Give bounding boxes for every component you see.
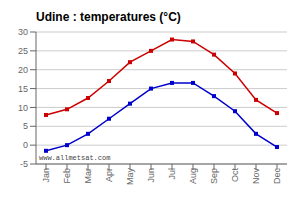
svg-text:30: 30 xyxy=(18,27,28,37)
html-text:Udine : temperatures (°C): Udine : temperatures (°C) xyxy=(36,10,181,24)
svg-text:-5: -5 xyxy=(20,159,28,169)
svg-text:25: 25 xyxy=(18,46,28,56)
svg-text:Jul: Jul xyxy=(167,168,177,180)
svg-text:0: 0 xyxy=(23,140,28,150)
svg-text:Mar: Mar xyxy=(83,168,93,184)
svg-text:Feb: Feb xyxy=(62,168,72,184)
svg-text:Apr: Apr xyxy=(104,168,114,182)
svg-text:5: 5 xyxy=(23,121,28,131)
svg-text:Aug: Aug xyxy=(188,168,198,184)
svg-text:10: 10 xyxy=(18,103,28,113)
svg-text:Oct: Oct xyxy=(230,168,240,183)
svg-text:Jan: Jan xyxy=(41,168,51,183)
svg-text:Nov: Nov xyxy=(251,168,261,185)
svg-text:May: May xyxy=(125,168,135,186)
svg-text:Sep: Sep xyxy=(209,168,219,184)
svg-text:Jun: Jun xyxy=(146,168,156,183)
svg-text:15: 15 xyxy=(18,84,28,94)
svg-text:Dec: Dec xyxy=(272,168,282,185)
html-text:www.allmetsat.com: www.allmetsat.com xyxy=(39,154,111,162)
svg-text:20: 20 xyxy=(18,65,28,75)
